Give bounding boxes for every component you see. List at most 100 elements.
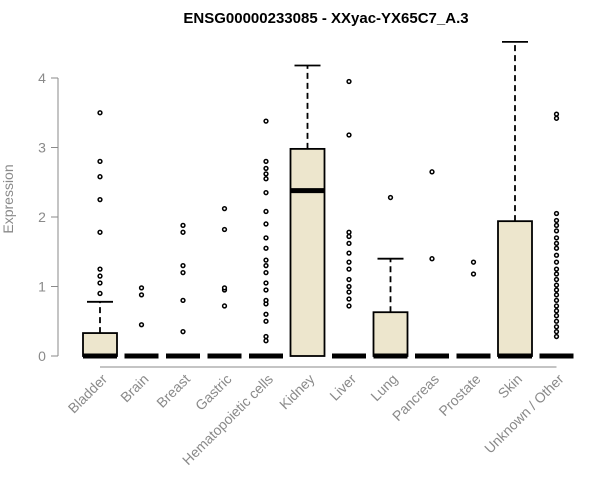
outlier-point xyxy=(470,271,477,277)
outlier-point xyxy=(221,226,228,233)
outlier-point xyxy=(553,259,560,265)
box-group xyxy=(207,206,242,359)
outlier-point xyxy=(263,318,269,324)
box-rect xyxy=(372,311,409,357)
outlier-point xyxy=(346,132,352,138)
outlier-point xyxy=(346,266,352,272)
outlier-point xyxy=(553,313,560,319)
outlier-point xyxy=(553,271,560,277)
outlier-point xyxy=(180,263,186,269)
outlier-point xyxy=(553,252,560,258)
x-tick-label: Unknown / Other xyxy=(481,371,567,457)
outlier-point xyxy=(553,308,560,314)
outlier-point xyxy=(553,318,560,324)
outlier-point xyxy=(553,222,560,228)
outlier-point xyxy=(346,233,352,240)
outlier-point xyxy=(346,283,352,290)
outlier-point xyxy=(263,297,269,304)
outlier-point xyxy=(263,287,269,293)
outlier-point xyxy=(180,222,186,228)
box-group xyxy=(497,40,533,359)
outlier-point xyxy=(346,240,352,247)
outlier-point xyxy=(553,240,560,247)
outlier-point xyxy=(263,263,269,269)
axes: 0 1 2 3 4 xyxy=(38,70,557,368)
box-group xyxy=(249,118,283,359)
outlier-point xyxy=(553,276,560,283)
x-tick-label: Lung xyxy=(367,371,400,404)
outlier-point xyxy=(263,190,269,196)
outlier-point xyxy=(138,322,145,328)
outlier-point xyxy=(346,259,352,265)
y-tick-label: 1 xyxy=(38,279,46,295)
box-rect xyxy=(82,332,118,357)
x-tick-label: Brain xyxy=(117,371,151,405)
outlier-point xyxy=(553,297,560,304)
outlier-point xyxy=(263,165,269,172)
outlier-point xyxy=(553,266,560,272)
outlier-point xyxy=(97,110,103,116)
outlier-point xyxy=(553,303,560,309)
outlier-point xyxy=(553,245,560,251)
outlier-point xyxy=(263,208,269,215)
box-group xyxy=(456,259,491,359)
outlier-point xyxy=(263,257,269,263)
outlier-point xyxy=(97,229,103,235)
outlier-point xyxy=(97,273,103,279)
y-tick-label: 0 xyxy=(38,348,46,364)
outlier-point xyxy=(553,217,560,224)
box-group xyxy=(332,78,366,359)
chart-title: ENSG00000233085 - XXyac-YX65C7_A.3 xyxy=(183,10,468,27)
box-group xyxy=(82,110,118,359)
outlier-point xyxy=(429,169,435,175)
outlier-point xyxy=(346,303,352,309)
x-tick-label: Liver xyxy=(326,371,359,404)
outlier-point xyxy=(97,290,103,297)
outlier-point xyxy=(263,280,269,286)
outlier-point xyxy=(553,228,560,234)
outlier-point xyxy=(346,229,352,235)
outlier-point xyxy=(263,235,269,241)
outlier-point xyxy=(263,118,269,124)
outlier-point xyxy=(263,245,269,251)
box-rect xyxy=(497,220,533,357)
outlier-point xyxy=(180,297,186,304)
outlier-point xyxy=(553,235,560,241)
outlier-point xyxy=(221,303,228,309)
box-group xyxy=(539,111,574,359)
outlier-point xyxy=(138,292,145,298)
outlier-point xyxy=(138,285,145,291)
outlier-point xyxy=(346,276,352,283)
box-group xyxy=(289,64,326,357)
outlier-point xyxy=(180,329,186,335)
outlier-point xyxy=(346,289,352,295)
outlier-point xyxy=(553,324,560,330)
outlier-point xyxy=(180,229,186,235)
outlier-point xyxy=(97,174,103,180)
outlier-point xyxy=(221,206,228,212)
box-group xyxy=(415,169,449,359)
outlier-point xyxy=(263,269,269,276)
x-tick-label: Kidney xyxy=(276,371,318,413)
outlier-point xyxy=(553,111,560,117)
outlier-point xyxy=(221,285,228,291)
x-tick-label: Breast xyxy=(153,371,193,411)
outlier-point xyxy=(470,259,477,265)
y-tick-label: 4 xyxy=(38,70,46,86)
outlier-point xyxy=(553,282,560,288)
y-tick-label: 2 xyxy=(38,209,46,225)
outlier-point xyxy=(97,158,103,165)
outlier-point xyxy=(553,210,560,217)
outlier-point xyxy=(346,78,352,85)
outlier-point xyxy=(180,269,186,276)
box-group xyxy=(372,194,409,359)
outlier-point xyxy=(97,266,103,272)
outlier-point xyxy=(263,338,269,344)
outlier-point xyxy=(263,171,269,177)
boxes-layer xyxy=(82,40,574,359)
outlier-point xyxy=(263,221,269,227)
outlier-point xyxy=(346,250,352,256)
outlier-point xyxy=(387,194,394,201)
